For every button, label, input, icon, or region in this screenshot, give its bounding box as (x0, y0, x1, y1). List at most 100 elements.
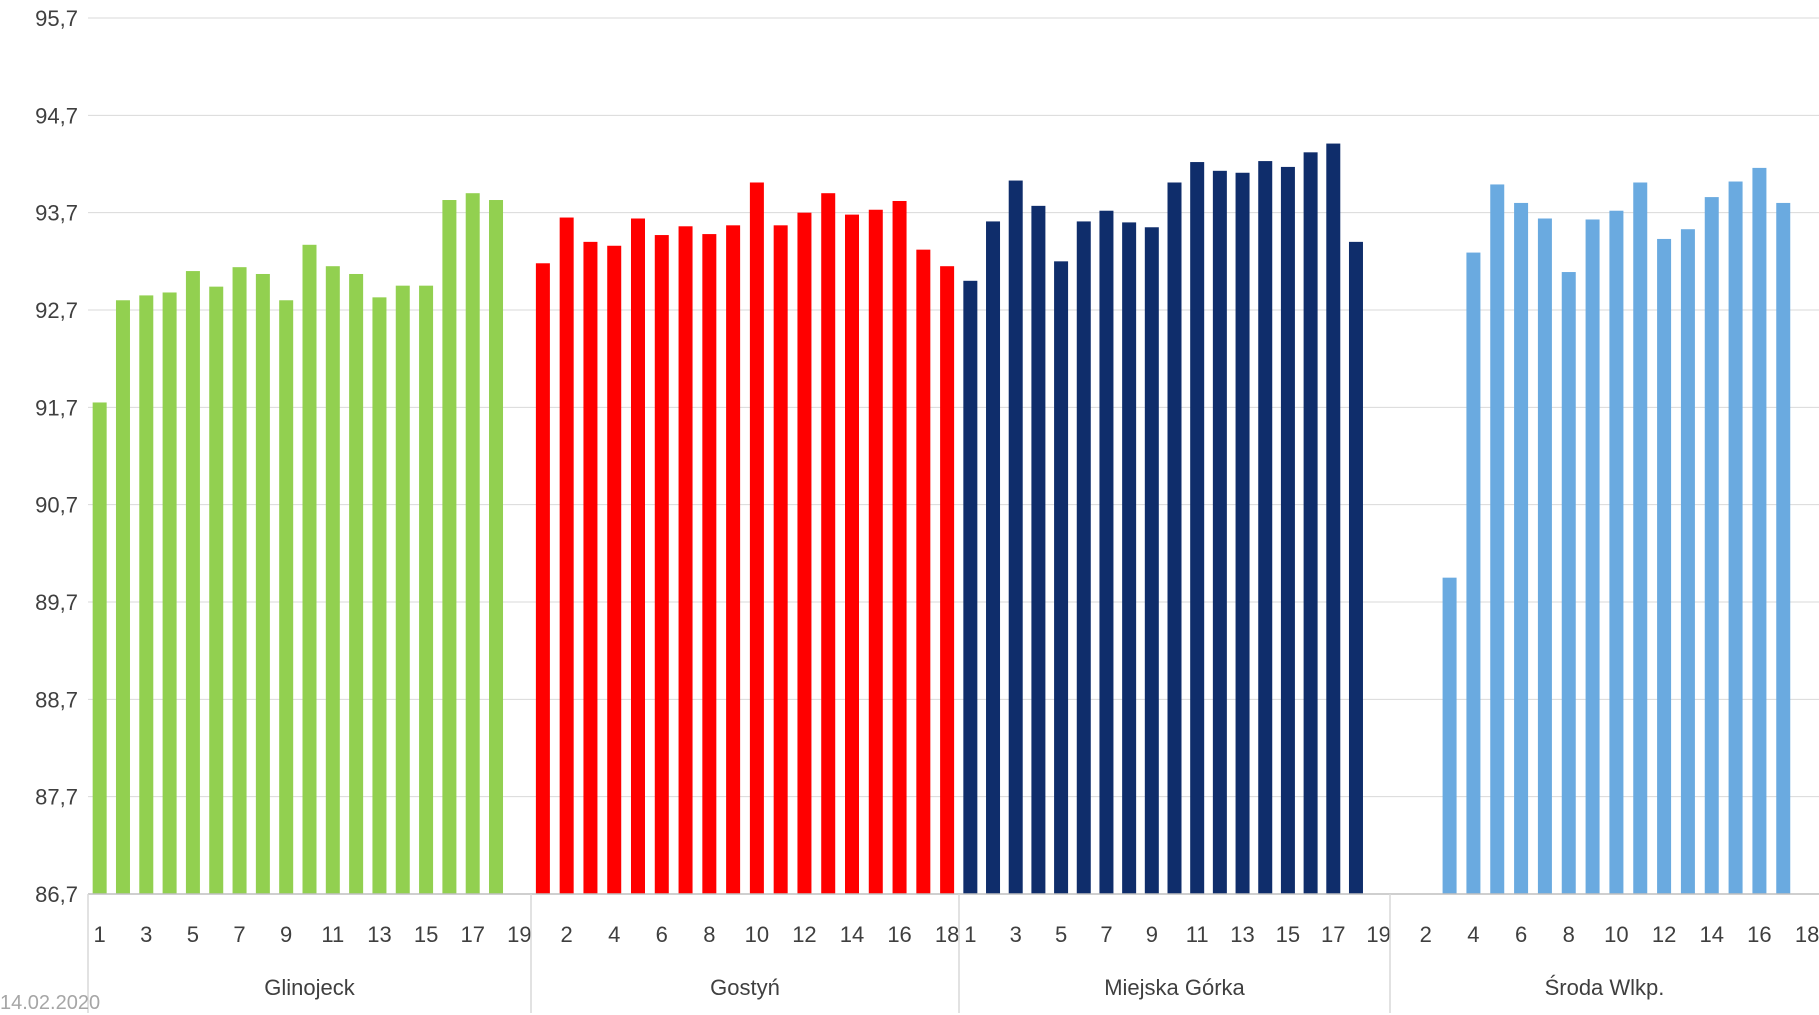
series-3 (1442, 167, 1791, 895)
bar (185, 271, 200, 895)
y-tick-label: 86,7 (35, 882, 78, 907)
x-tick-label: 8 (1563, 922, 1575, 947)
x-tick-label: 15 (1276, 922, 1300, 947)
y-tick-label: 91,7 (35, 395, 78, 420)
bar (1303, 152, 1318, 894)
bar (892, 200, 907, 894)
x-tick-label: 7 (1100, 922, 1112, 947)
bar (1258, 161, 1273, 894)
x-tick-label: 11 (321, 922, 344, 947)
bar (963, 280, 978, 894)
x-tick-label: 2 (1420, 922, 1432, 947)
bar (1585, 219, 1600, 895)
x-tick-label: 4 (1467, 922, 1479, 947)
bar (489, 200, 504, 895)
bar (1348, 241, 1363, 894)
bar (1776, 202, 1791, 894)
bar (535, 263, 550, 894)
x-tick-label: 3 (1010, 922, 1022, 947)
bar (845, 214, 859, 894)
x-tick-label: 17 (1321, 922, 1345, 947)
x-tick-label: 18 (935, 922, 959, 947)
x-tick-label: 5 (187, 922, 199, 947)
bar (1167, 182, 1182, 894)
series-0 (92, 193, 504, 895)
bar (395, 285, 410, 895)
bar (1657, 238, 1672, 895)
bar (302, 244, 317, 894)
x-tick-label: 14 (1700, 922, 1724, 947)
x-tick-label: 1 (964, 922, 976, 947)
x-tick-label: 11 (1186, 922, 1209, 947)
bar (1609, 210, 1624, 895)
x-tick-label: 18 (1795, 922, 1819, 947)
bar (1326, 143, 1341, 894)
bar (1680, 229, 1695, 895)
bar (92, 402, 107, 894)
x-tick-label: 6 (656, 922, 668, 947)
bar (372, 297, 387, 894)
x-tick-label: 2 (561, 922, 573, 947)
y-tick-label: 94,7 (35, 103, 78, 128)
bar (232, 267, 247, 894)
series-2 (963, 143, 1363, 895)
bar (607, 245, 622, 894)
x-tick-label: 7 (233, 922, 245, 947)
x-tick-label: 1 (94, 922, 106, 947)
bar (631, 218, 645, 895)
x-tick-label: 10 (1604, 922, 1628, 947)
bar (986, 221, 1001, 895)
bar (1144, 227, 1159, 894)
bar (1190, 162, 1205, 894)
group-label: Glinojeck (264, 975, 355, 1000)
footer-date: 14.02.2020 (0, 992, 101, 1014)
bar (916, 249, 931, 895)
bar (1076, 221, 1091, 895)
bar (419, 285, 434, 895)
bar (1212, 170, 1227, 894)
bar (279, 300, 294, 894)
bar (797, 212, 812, 894)
y-tick-label: 88,7 (35, 687, 78, 712)
bar (349, 273, 364, 894)
bar (1752, 167, 1767, 895)
bar (209, 286, 224, 894)
bar (162, 292, 177, 895)
bar (442, 200, 457, 895)
bar (726, 225, 741, 894)
y-tick-label: 92,7 (35, 298, 78, 323)
bar (1704, 197, 1719, 895)
bar (115, 300, 130, 894)
x-tick-label: 10 (745, 922, 769, 947)
bar (773, 225, 788, 894)
y-tick-label: 95,7 (35, 6, 78, 31)
x-tick-label: 19 (1366, 922, 1390, 947)
x-tick-label: 12 (1652, 922, 1676, 947)
bar (868, 209, 883, 894)
bar (1280, 166, 1295, 895)
y-axis-ticks: 86,7 87,7 88,7 89,7 90,7 91,7 92,7 93,7 94,7 95,7 (35, 6, 78, 907)
bar (678, 226, 693, 894)
x-tick-label: 8 (703, 922, 715, 947)
bar (325, 266, 340, 894)
bar (1008, 180, 1023, 895)
bar (583, 241, 598, 894)
x-tick-label: 15 (414, 922, 438, 947)
group-label: Gostyń (710, 975, 780, 1000)
x-tick-label: 19 (507, 922, 531, 947)
bar (1054, 261, 1069, 894)
x-tick-label: 9 (280, 922, 292, 947)
series-1 (535, 182, 955, 895)
bar (1031, 205, 1046, 894)
x-tick-label: 13 (367, 922, 391, 947)
bar (821, 193, 836, 894)
x-tick-label: 14 (840, 922, 864, 947)
bar (1442, 577, 1457, 894)
bar (1099, 210, 1114, 895)
bar (1514, 202, 1529, 894)
bar (749, 182, 764, 894)
x-tick-label: 5 (1055, 922, 1067, 947)
bar (1633, 182, 1648, 894)
